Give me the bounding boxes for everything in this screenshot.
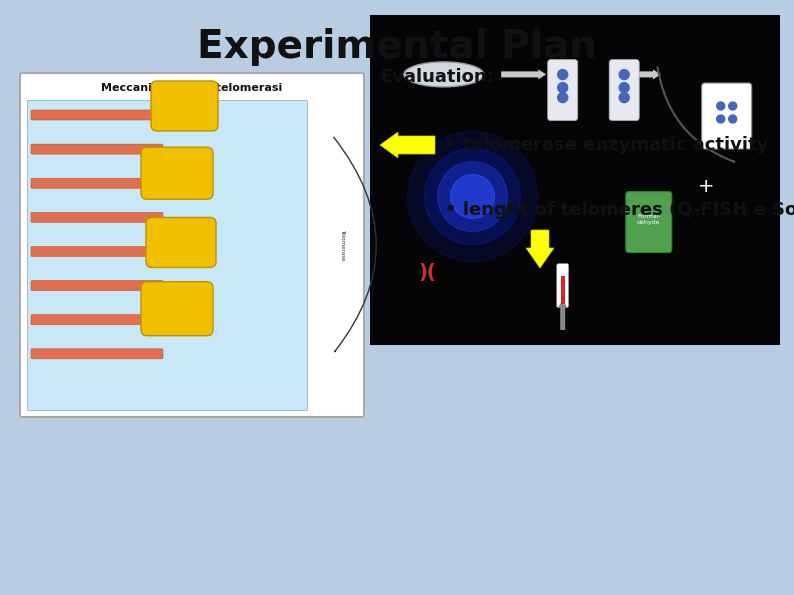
FancyArrow shape (616, 70, 661, 79)
FancyBboxPatch shape (146, 217, 216, 268)
FancyBboxPatch shape (31, 178, 193, 188)
FancyBboxPatch shape (31, 212, 163, 223)
FancyBboxPatch shape (27, 100, 307, 410)
Text: Formal-
dehyde: Formal- dehyde (637, 214, 661, 225)
Circle shape (729, 102, 737, 110)
Bar (370, 15, 780, 345)
Text: Telomerase: Telomerase (340, 229, 345, 261)
Circle shape (450, 174, 495, 218)
Circle shape (619, 70, 629, 80)
Text: )(: )( (418, 263, 436, 282)
FancyArrow shape (380, 132, 435, 158)
Circle shape (729, 115, 737, 123)
FancyBboxPatch shape (151, 81, 218, 131)
FancyBboxPatch shape (31, 144, 163, 154)
Circle shape (557, 83, 568, 93)
Text: Evaluation:: Evaluation: (380, 68, 494, 86)
Text: Experimental Plan: Experimental Plan (197, 28, 597, 66)
FancyArrowPatch shape (333, 137, 376, 352)
Circle shape (425, 149, 521, 245)
FancyBboxPatch shape (31, 110, 193, 120)
FancyBboxPatch shape (31, 246, 193, 256)
Circle shape (557, 93, 568, 102)
Circle shape (619, 83, 629, 93)
Circle shape (717, 102, 725, 110)
FancyBboxPatch shape (31, 315, 193, 325)
FancyBboxPatch shape (141, 147, 213, 199)
FancyBboxPatch shape (548, 60, 578, 121)
FancyBboxPatch shape (702, 83, 752, 149)
Circle shape (717, 115, 725, 123)
Circle shape (407, 131, 538, 261)
FancyBboxPatch shape (20, 73, 364, 417)
FancyBboxPatch shape (31, 349, 163, 359)
FancyArrow shape (526, 230, 554, 268)
Circle shape (437, 161, 507, 231)
Ellipse shape (404, 62, 484, 87)
FancyBboxPatch shape (31, 281, 163, 290)
Text: Meccanismo della telomerasi: Meccanismo della telomerasi (102, 83, 283, 93)
Text: • telomerase enzymatic activity: • telomerase enzymatic activity (445, 136, 769, 154)
FancyBboxPatch shape (557, 264, 569, 308)
FancyArrow shape (557, 300, 568, 330)
Text: +: + (698, 177, 715, 196)
FancyArrow shape (501, 70, 546, 79)
Circle shape (557, 70, 568, 80)
FancyBboxPatch shape (141, 281, 213, 336)
Text: • lenght of telomeres (Q-FISH e Southern Blot): • lenght of telomeres (Q-FISH e Southern… (445, 201, 794, 219)
FancyBboxPatch shape (561, 275, 565, 303)
FancyBboxPatch shape (626, 192, 672, 253)
FancyBboxPatch shape (609, 60, 639, 121)
FancyArrowPatch shape (657, 67, 734, 162)
Circle shape (619, 93, 629, 102)
